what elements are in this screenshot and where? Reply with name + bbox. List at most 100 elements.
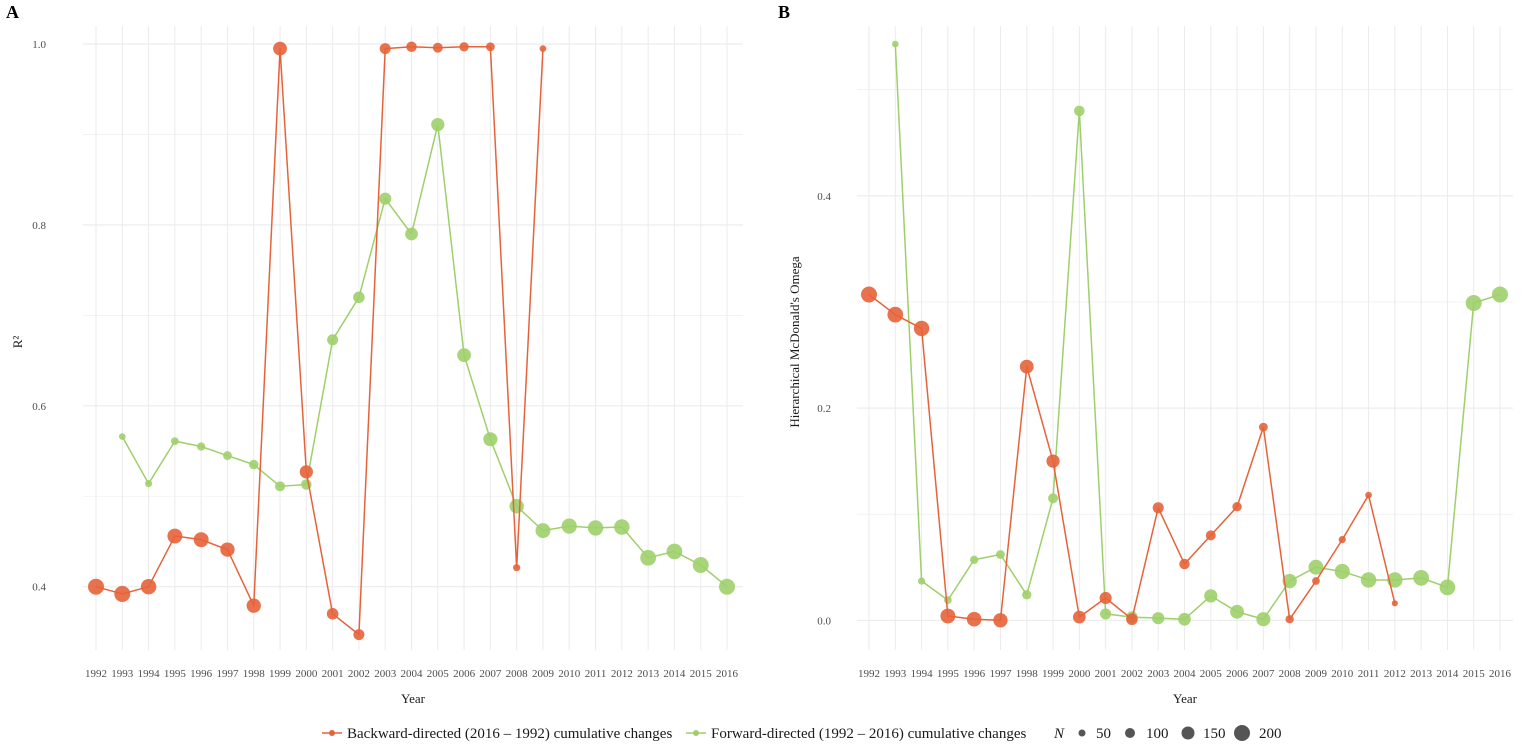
x-tick-label: 1992: [858, 668, 880, 680]
data-point-forward: [561, 518, 577, 534]
data-point-backward: [940, 608, 956, 624]
data-point-backward: [167, 528, 183, 544]
data-point-forward: [1022, 590, 1032, 600]
legend-size-50-label: 50: [1096, 726, 1111, 742]
data-point-backward: [1365, 491, 1372, 499]
x-tick-label: 1997: [216, 668, 239, 680]
data-point-forward: [917, 577, 926, 585]
data-point-backward: [88, 578, 104, 595]
data-point-backward: [273, 41, 287, 56]
x-tick-label: 2001: [1095, 668, 1117, 680]
legend-size-200-label: 200: [1259, 726, 1282, 742]
data-point-forward: [379, 192, 392, 205]
legend: Backward-directed (2016 – 1992) cumulati…: [322, 725, 1282, 742]
data-point-backward: [379, 43, 391, 55]
data-point-backward: [1391, 600, 1398, 607]
data-point-forward: [118, 433, 126, 440]
y-tick-label: 0.8: [32, 220, 46, 232]
x-tick-label: 1999: [1042, 668, 1065, 680]
data-point-forward: [483, 432, 498, 447]
x-tick-label: 2006: [1226, 668, 1249, 680]
x-tick-label: 1996: [190, 668, 213, 680]
data-point-backward: [246, 598, 261, 613]
x-tick-label: 2004: [1174, 668, 1197, 680]
x-tick-label: 2005: [427, 668, 450, 680]
data-point-backward: [353, 629, 365, 641]
legend-size-200-marker: [1234, 725, 1250, 741]
data-point-forward: [275, 481, 286, 492]
data-point-backward: [513, 564, 521, 572]
x-tick-label: 2006: [453, 668, 476, 680]
data-point-forward: [970, 555, 979, 564]
data-point-backward: [1338, 536, 1346, 544]
x-tick-label: 2015: [1463, 668, 1486, 680]
x-tick-label: 2012: [1384, 668, 1406, 680]
data-point-forward: [1256, 612, 1271, 627]
x-tick-label: 2000: [1068, 668, 1091, 680]
data-point-forward: [431, 117, 445, 132]
data-point-backward: [1285, 615, 1294, 624]
data-point-backward: [887, 306, 904, 323]
data-point-forward: [405, 227, 418, 241]
data-point-backward: [1046, 454, 1060, 468]
data-point-forward: [1204, 589, 1218, 603]
data-point-forward: [457, 348, 471, 363]
data-point-backward: [539, 45, 547, 52]
x-tick-label: 1998: [1016, 668, 1039, 680]
data-point-backward: [1099, 591, 1112, 605]
data-point-forward: [1465, 294, 1482, 311]
x-tick-label: 1994: [138, 668, 161, 680]
x-tick-label: 2010: [1331, 668, 1354, 680]
data-point-backward: [485, 42, 495, 52]
x-tick-label: 2004: [401, 668, 424, 680]
series-line-backward: [95, 46, 544, 636]
x-tick-label: 2013: [637, 668, 660, 680]
data-point-backward: [114, 585, 131, 602]
legend-forward-label: Forward-directed (1992 – 2016) cumulativ…: [711, 726, 1026, 742]
data-point-backward: [406, 41, 417, 53]
x-tick-label: 1995: [164, 668, 187, 680]
data-point-backward: [1205, 530, 1216, 541]
data-point-backward: [193, 532, 209, 548]
y-tick-label: 0.4: [817, 191, 831, 203]
data-point-forward: [1074, 105, 1085, 117]
x-axis-title: Year: [1173, 691, 1198, 706]
x-tick-label: 2014: [1436, 668, 1459, 680]
data-point-forward: [640, 549, 656, 566]
legend-forward-marker: [693, 730, 699, 736]
x-tick-label: 1998: [243, 668, 266, 680]
data-point-forward: [170, 437, 179, 445]
x-tick-label: 1996: [963, 668, 986, 680]
legend-size-100-marker: [1125, 728, 1135, 738]
data-point-forward: [719, 578, 735, 595]
legend-size-50-marker: [1078, 729, 1086, 737]
legend-size-title: N: [1053, 726, 1065, 742]
data-point-forward: [1152, 612, 1165, 625]
data-point-forward: [1230, 604, 1244, 619]
data-point-forward: [1048, 493, 1059, 504]
x-tick-label: 2012: [611, 668, 633, 680]
panel-a-letter: A: [6, 2, 19, 22]
y-tick-label: 1.0: [32, 39, 46, 51]
y-axis-title: Hierarchical McDonald's Omega: [787, 256, 802, 428]
panel-b-letter: B: [778, 2, 790, 22]
data-point-forward: [943, 596, 952, 605]
data-point-forward: [1100, 608, 1112, 620]
data-point-backward: [220, 542, 235, 557]
data-point-forward: [891, 40, 899, 48]
data-point-backward: [1232, 502, 1242, 512]
data-point-forward: [353, 291, 365, 304]
data-point-forward: [144, 480, 153, 488]
panel-b-chart: 0.0 0.2 0.4 1992 1993 1994 1995 1996 1997 1998 199…: [787, 26, 1513, 706]
x-tick-label: 2011: [1358, 668, 1380, 680]
data-point-forward: [614, 519, 630, 535]
data-point-backward: [1019, 359, 1034, 374]
x-tick-label: 2000: [295, 668, 318, 680]
data-point-backward: [140, 578, 157, 595]
x-tick-label: 1993: [111, 668, 134, 680]
y-axis-title: R²: [10, 336, 25, 349]
data-point-backward: [1179, 558, 1190, 570]
x-tick-label: 1995: [937, 668, 960, 680]
data-point-forward: [996, 550, 1005, 559]
